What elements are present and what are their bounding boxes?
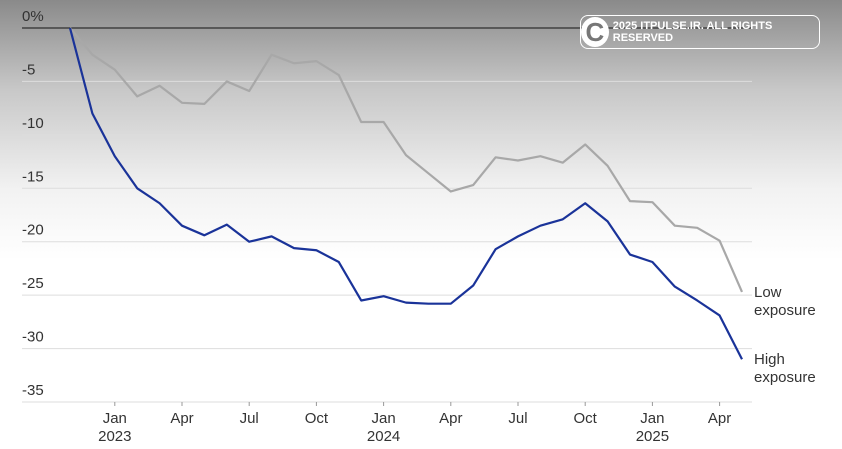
series-line: [69, 27, 744, 293]
x-tick-label: Jan 2023: [98, 410, 132, 445]
series-label: High exposure: [754, 351, 816, 387]
y-tick-label: 0%: [22, 8, 44, 25]
watermark: C 2025 ITPULSE.IR. ALL RIGHTS RESERVED: [580, 15, 820, 49]
x-tick-label: Jan 2025: [635, 410, 670, 445]
x-tick-label: Apr: [439, 410, 463, 427]
x-tick-label: Oct: [304, 410, 329, 427]
x-tick-label: Jul: [508, 410, 528, 427]
watermark-text: 2025 ITPULSE.IR. ALL RIGHTS RESERVED: [612, 20, 773, 44]
x-tick-label: Oct: [573, 410, 597, 427]
y-tick-label: -10: [22, 115, 44, 132]
y-tick-label: -15: [22, 168, 44, 185]
x-tick-label: Jan 2024: [366, 410, 401, 445]
y-tick-label: -30: [22, 329, 44, 346]
x-tick-label: Apr: [170, 410, 194, 427]
y-tick-label: -5: [22, 61, 35, 78]
series-line: [68, 27, 743, 360]
x-tick-label: Apr: [707, 410, 732, 427]
x-tick-label: Jul: [239, 410, 259, 427]
y-tick-label: -20: [22, 222, 44, 239]
y-tick-label: -35: [22, 382, 44, 399]
series-label: Low exposure: [754, 283, 816, 319]
y-tick-label: -25: [22, 275, 44, 292]
